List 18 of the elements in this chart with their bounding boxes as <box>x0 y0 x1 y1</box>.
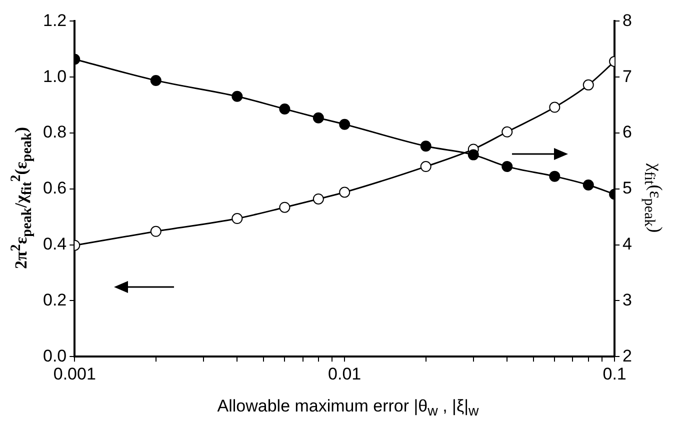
y2-tick-label: 7 <box>622 66 632 86</box>
y2-tick-label: 3 <box>622 290 632 310</box>
x-tick-label: 0.001 <box>53 364 96 384</box>
y2-tick-label: 6 <box>622 122 632 142</box>
y-tick-label: 1.0 <box>42 66 67 86</box>
x-axis-title: Allowable maximum error |θ$_{w}$ , |ξ|$_{w}$ <box>217 396 479 420</box>
y2-tick-label: 4 <box>622 234 632 254</box>
y2-tick-label: 2 <box>622 346 632 366</box>
y-tick-label: 0.0 <box>42 346 67 366</box>
y-tick-label: 0.4 <box>42 234 67 254</box>
y-tick-label: 0.6 <box>42 178 67 198</box>
x-tick-label: 0.01 <box>328 364 362 384</box>
y2-tick-label: 5 <box>622 178 632 198</box>
y-tick-label: 1.2 <box>42 10 67 30</box>
y2-tick-label: 8 <box>622 10 632 30</box>
y-tick-label: 0.8 <box>42 122 67 142</box>
y-tick-label: 0.2 <box>42 290 67 310</box>
x-tick-label: 0.1 <box>602 364 626 384</box>
